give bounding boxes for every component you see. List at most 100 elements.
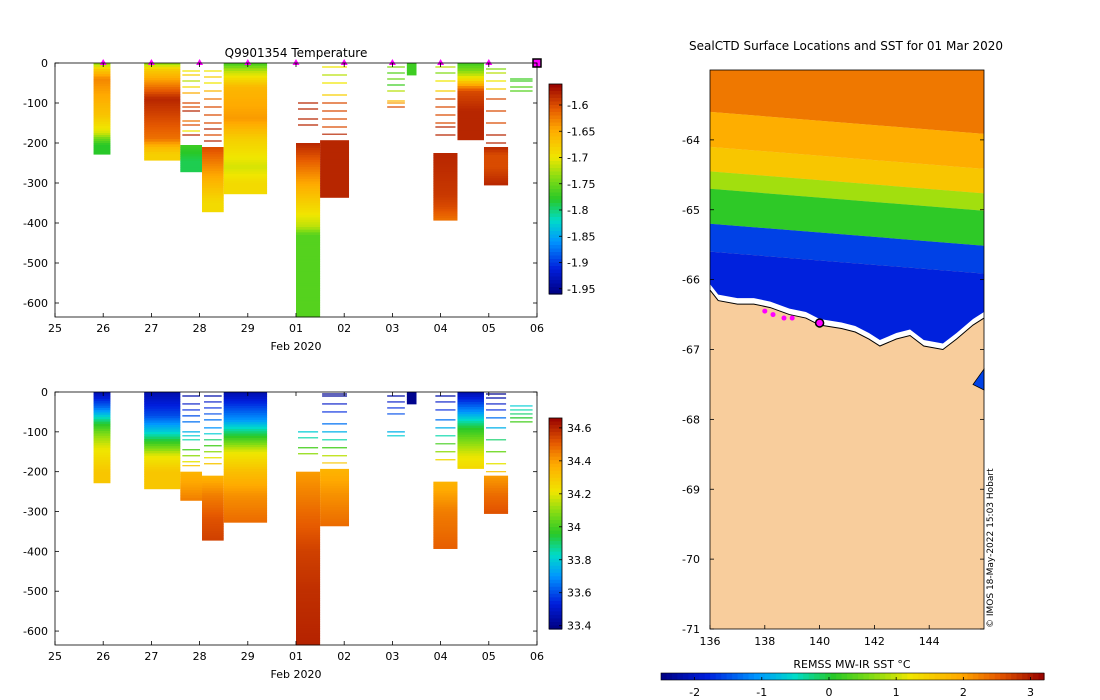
t-profile-cell (93, 119, 111, 123)
t-profile-cell (457, 108, 484, 112)
t-profile-cell (223, 134, 268, 137)
s-profile-cell (296, 506, 321, 510)
t-profile-cell (223, 109, 268, 113)
t-profile-cell (296, 229, 321, 233)
s-profile-cell (406, 401, 417, 405)
s-profile-cell (93, 462, 111, 465)
s-profile-cell (223, 512, 268, 516)
s-profile-cell (483, 493, 509, 496)
s-profile-cell (296, 567, 321, 571)
map-colorbar-tick-label: -2 (689, 686, 700, 699)
sst-band (710, 111, 984, 169)
s-colorbar-tick-label: 34.6 (567, 422, 592, 435)
s-profile-cell (180, 492, 203, 496)
s-colorbar-swatch (549, 548, 562, 553)
s-profile-cell (457, 401, 484, 405)
t-profile-cell (296, 207, 321, 211)
t-profile-cell (296, 179, 321, 182)
map-y-tick-label: -65 (682, 204, 700, 217)
t-profile-cell (433, 174, 458, 177)
map-colorbar-swatch (885, 673, 892, 680)
s-profile-cell (433, 539, 458, 543)
s-profile-cell (223, 435, 268, 439)
s-profile-cell (144, 483, 181, 487)
s-profile-cell (144, 425, 181, 428)
s-profile-cell (202, 521, 224, 525)
map-colorbar-swatch (797, 673, 804, 680)
map-colorbar-tick-label: -1 (756, 686, 767, 699)
t-profile-cell (457, 106, 484, 109)
s-profile-cell (296, 523, 321, 526)
s-profile-cell (223, 466, 268, 470)
s-colorbar-swatch (549, 418, 562, 423)
s-colorbar-swatch (549, 621, 562, 627)
s-profile-cell (93, 478, 111, 482)
s-profile-cell (320, 495, 350, 499)
t-colorbar-swatch (549, 126, 562, 131)
t-profile-cell (144, 91, 181, 95)
s-profile-cell (296, 485, 321, 489)
map-colorbar-swatch (819, 673, 826, 680)
t-profile-cell (144, 154, 181, 157)
t-profile-cell (296, 210, 321, 213)
t-profile-cell (320, 171, 350, 174)
t-profile-cell (202, 178, 224, 181)
s-profile-cell (93, 431, 111, 434)
t-profile-cell (433, 155, 458, 159)
t-profile-cell (457, 71, 484, 74)
s-profile-cell (457, 443, 484, 447)
s-profile-cell (223, 474, 268, 477)
s-profile-cell (483, 497, 509, 501)
s-profile-cell (457, 394, 484, 398)
t-profile-cell (296, 292, 321, 296)
s-profile-cell (296, 612, 321, 615)
t-profile-cell (144, 67, 181, 70)
t-profile-cell (93, 126, 111, 129)
s-profile-cell (296, 577, 321, 580)
t-profile-cell (296, 186, 321, 189)
t-profile-cell (202, 149, 224, 153)
s-profile-cell (320, 483, 350, 487)
t-profile-cell (457, 63, 484, 67)
s-profile-cell (144, 469, 181, 473)
t-x-tick-label: 25 (48, 322, 62, 335)
s-colorbar-swatch (549, 512, 562, 518)
t-profile-cell (223, 99, 268, 103)
s-profile-cell (144, 420, 181, 424)
map-colorbar-swatch (896, 673, 903, 680)
s-profile-cell (223, 454, 268, 458)
t-profile-cell (296, 193, 321, 197)
s-x-tick-label: 28 (193, 650, 207, 663)
s-profile-cell (296, 490, 321, 494)
s-profile-cell (406, 394, 417, 398)
s-profile-cell (457, 453, 484, 457)
map-colorbar-tick-label: 2 (960, 686, 967, 699)
t-colorbar-swatch (549, 192, 562, 197)
s-profile-cell (202, 507, 224, 511)
s-profile-cell (202, 531, 224, 534)
map-colorbar-swatch (918, 673, 925, 680)
t-profile-cell (296, 268, 321, 272)
s-profile-cell (483, 480, 509, 484)
t-profile-cell (320, 142, 350, 146)
s-profile-cell (296, 478, 321, 482)
s-profile-cell (433, 493, 458, 496)
s-profile-cell (433, 525, 458, 529)
s-profile-cell (223, 471, 268, 475)
t-profile-cell (320, 190, 350, 194)
t-profile-cell (457, 118, 484, 121)
s-profile-cell (457, 439, 484, 442)
t-profile-cell (483, 157, 509, 161)
t-profile-cell (93, 141, 111, 144)
t-profile-cell (144, 99, 181, 102)
s-profile-cell (223, 405, 268, 409)
s-profile-cell (457, 463, 484, 467)
s-profile-cell (457, 465, 484, 469)
s-profile-cell (144, 481, 181, 485)
t-colorbar-swatch (549, 98, 562, 103)
s-profile-cell (202, 512, 224, 516)
t-profile-cell (144, 127, 181, 130)
t-profile-cell (457, 91, 484, 94)
map-colorbar-swatch (1027, 673, 1034, 680)
t-profile-cell (93, 130, 111, 134)
